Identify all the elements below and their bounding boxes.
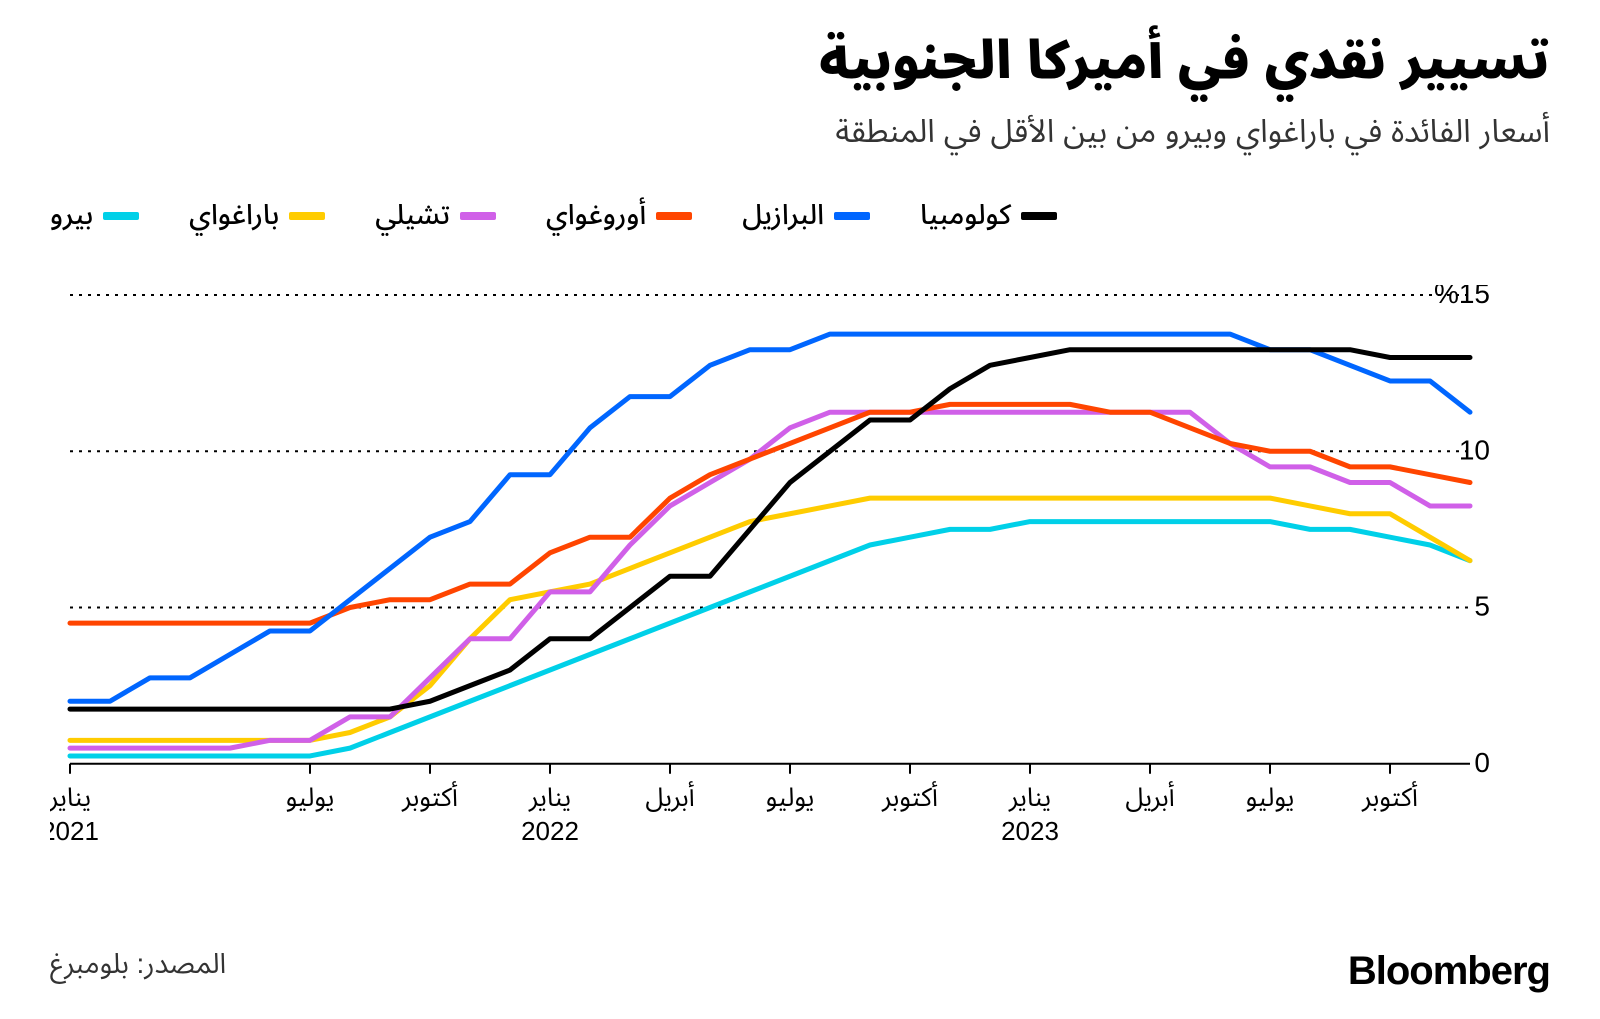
legend-item: أوروغواي xyxy=(546,186,692,245)
chart-title: تسيير نقدي في أميركا الجنوبية xyxy=(50,30,1550,92)
legend-swatch xyxy=(289,212,325,220)
legend-swatch xyxy=(834,212,870,220)
legend-swatch xyxy=(656,212,692,220)
x-tick-label: أكتوبر xyxy=(1361,781,1418,812)
legend-label: البرازيل xyxy=(742,186,824,245)
chart-legend: كولومبيا البرازيل أوروغواي تشيلي باراغواي بير… xyxy=(50,186,1550,245)
x-tick-label: أكتوبر xyxy=(401,781,458,812)
series-line xyxy=(70,350,1470,709)
legend-label: أوروغواي xyxy=(546,186,646,245)
chart-subtitle: أسعار الفائدة في باراغواي وبيرو من بين ا… xyxy=(50,98,1550,166)
legend-label: بيرو xyxy=(50,186,93,245)
series-line xyxy=(70,499,1470,741)
legend-label: تشيلي xyxy=(375,186,450,245)
x-tick-label: يناير xyxy=(1008,782,1051,812)
x-tick-year: 2021 xyxy=(50,816,99,846)
chart-source: المصدر: بلومبرغ xyxy=(50,935,226,994)
x-tick-label: أبريل xyxy=(645,781,694,812)
chart-svg: 0 5 10 %15 يناير 2021 يوليو أكتوبر يناير 2022 أبري… xyxy=(50,285,1550,905)
x-tick-label: يوليو xyxy=(766,782,815,812)
x-tick-label: أبريل xyxy=(1125,781,1174,812)
legend-item: بيرو xyxy=(50,186,139,245)
series-line xyxy=(70,405,1470,624)
chart-plot-wrap: 0 5 10 %15 يناير 2021 يوليو أكتوبر يناير 2022 أبري… xyxy=(50,285,1550,905)
x-tick-label: أكتوبر xyxy=(881,781,938,812)
legend-item: كولومبيا xyxy=(920,186,1057,245)
legend-swatch xyxy=(460,212,496,220)
x-tick-label: يوليو xyxy=(1246,782,1295,812)
legend-swatch xyxy=(1021,212,1057,220)
x-tick-year: 2022 xyxy=(521,816,579,846)
y-tick-label: %15 xyxy=(1434,285,1490,309)
y-tick-label: 10 xyxy=(1459,435,1490,466)
legend-item: البرازيل xyxy=(742,186,870,245)
x-tick-year: 2023 xyxy=(1001,816,1059,846)
series-line xyxy=(70,522,1470,756)
legend-item: تشيلي xyxy=(375,186,496,245)
chart-footer: Bloomberg المصدر: بلومبرغ xyxy=(50,935,1550,994)
series-line xyxy=(70,413,1470,749)
legend-label: باراغواي xyxy=(189,186,279,245)
brand-logo: Bloomberg xyxy=(1348,949,1550,994)
x-tick-label: يوليو xyxy=(286,782,335,812)
legend-label: كولومبيا xyxy=(920,186,1011,245)
legend-item: باراغواي xyxy=(189,186,325,245)
x-tick-label: يناير xyxy=(528,782,571,812)
y-tick-label: 0 xyxy=(1474,747,1490,778)
y-tick-label: 5 xyxy=(1474,591,1490,622)
x-tick-label: يناير xyxy=(50,782,91,812)
legend-swatch xyxy=(103,212,139,220)
chart-card: تسيير نقدي في أميركا الجنوبية أسعار الفا… xyxy=(0,0,1600,1019)
